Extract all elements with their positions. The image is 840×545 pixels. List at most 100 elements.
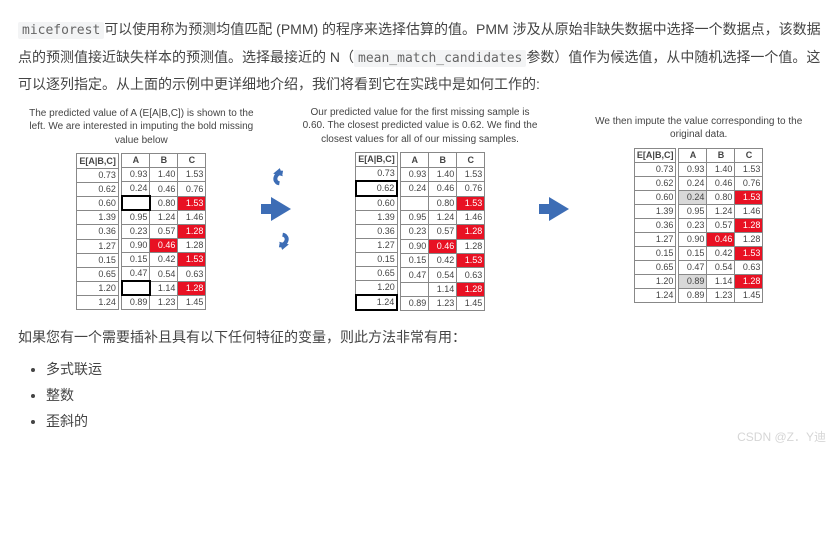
panel-1: The predicted value of A (E[A|B,C]) is s… [18, 107, 265, 311]
cell-b: 0.57 [429, 225, 457, 239]
cell-e: 0.73 [356, 167, 398, 182]
cell-e: 1.20 [634, 274, 676, 288]
cell-e: 0.36 [356, 225, 398, 239]
cell-a: 0.15 [122, 253, 150, 267]
list-item: 整数 [46, 385, 822, 405]
list-item: 多式联运 [46, 359, 822, 379]
cell-e: 0.65 [634, 260, 676, 274]
cell-c: 1.53 [735, 246, 763, 260]
cell-b: 1.14 [429, 282, 457, 296]
cell-e: 0.60 [77, 196, 119, 210]
cell-e: 1.27 [356, 239, 398, 253]
cell-c: 1.28 [457, 239, 485, 253]
cell-a [401, 196, 429, 210]
cell-a: 0.24 [679, 190, 707, 204]
cell-b: 0.57 [150, 225, 178, 239]
th-b: B [429, 153, 457, 167]
cell-c: 1.45 [457, 297, 485, 311]
cell-b: 0.54 [150, 267, 178, 282]
th-a: A [401, 153, 429, 167]
cell-b: 0.46 [707, 176, 735, 190]
th-b: B [707, 148, 735, 162]
th-b: B [150, 154, 178, 168]
cell-c: 0.76 [457, 182, 485, 196]
cell-e: 0.60 [634, 190, 676, 204]
cell-e: 1.24 [77, 296, 119, 310]
cell-b: 0.54 [429, 268, 457, 282]
cell-b: 0.42 [150, 253, 178, 267]
cell-e: 1.20 [77, 282, 119, 296]
cell-b: 0.57 [707, 218, 735, 232]
cell-c: 1.45 [735, 288, 763, 302]
cell-e: 1.24 [356, 295, 398, 310]
cell-c: 0.76 [178, 182, 206, 197]
th-c: C [735, 148, 763, 162]
cell-a: 0.95 [401, 210, 429, 224]
caption-3: We then impute the value corresponding t… [575, 115, 822, 142]
cell-a: 0.89 [679, 288, 707, 302]
cell-a [401, 282, 429, 296]
cell-c: 1.28 [178, 281, 206, 295]
cell-e: 1.27 [77, 239, 119, 253]
cell-a: 0.89 [401, 297, 429, 311]
cell-a: 0.47 [679, 260, 707, 274]
cell-a: 0.89 [122, 295, 150, 310]
cell-a [122, 281, 150, 295]
cell-a: 0.15 [679, 246, 707, 260]
cell-c: 1.53 [178, 168, 206, 182]
cell-a: 0.93 [401, 167, 429, 181]
th-a: A [679, 148, 707, 162]
panel-3: We then impute the value corresponding t… [575, 115, 822, 303]
panel-2: Our predicted value for the first missin… [297, 106, 544, 312]
cell-c: 1.28 [735, 218, 763, 232]
cell-b: 0.46 [707, 232, 735, 246]
cell-c: 1.28 [457, 282, 485, 296]
cell-e: 0.15 [634, 246, 676, 260]
cell-e: 1.20 [356, 281, 398, 296]
cell-b: 1.23 [429, 297, 457, 311]
cell-c: 1.28 [735, 274, 763, 288]
cell-a: 0.93 [122, 168, 150, 182]
caption-2: Our predicted value for the first missin… [297, 106, 544, 147]
cell-b: 0.46 [429, 182, 457, 196]
cell-e: 0.62 [634, 176, 676, 190]
cell-c: 0.76 [735, 176, 763, 190]
cell-a: 0.24 [679, 176, 707, 190]
curve-arrow-icon [270, 167, 291, 188]
cell-b: 1.14 [707, 274, 735, 288]
cell-c: 1.53 [457, 196, 485, 210]
cell-e: 1.39 [356, 211, 398, 225]
cell-e: 1.39 [634, 204, 676, 218]
th-a: A [122, 154, 150, 168]
table-abc: ABC0.931.401.530.240.460.760.801.530.951… [400, 152, 485, 311]
cell-c: 1.46 [735, 204, 763, 218]
table-e: E[A|B,C]0.730.620.601.390.361.270.150.65… [76, 153, 119, 310]
arrow-group-2 [549, 197, 569, 221]
cell-b: 0.42 [707, 246, 735, 260]
arrow-right-icon [549, 197, 569, 221]
cell-e: 1.27 [634, 232, 676, 246]
cell-b: 0.80 [707, 190, 735, 204]
cell-e: 0.73 [77, 168, 119, 182]
cell-e: 0.65 [356, 267, 398, 281]
table-e: E[A|B,C]0.730.620.601.390.361.270.150.65… [634, 148, 677, 303]
code-miceforest: miceforest [18, 22, 104, 39]
list-item: 歪斜的 [46, 411, 822, 431]
cell-a: 0.89 [679, 274, 707, 288]
cell-a: 0.90 [679, 232, 707, 246]
cell-b: 1.23 [707, 288, 735, 302]
cell-a: 0.47 [122, 267, 150, 282]
cell-a: 0.93 [679, 162, 707, 176]
feature-list: 多式联运 整数 歪斜的 [26, 359, 822, 431]
cell-a: 0.15 [401, 253, 429, 267]
cell-c: 1.28 [178, 239, 206, 253]
cell-a: 0.95 [122, 210, 150, 225]
cell-c: 1.53 [735, 162, 763, 176]
intro-paragraph: miceforest可以使用称为预测均值匹配 (PMM) 的程序来选择估算的值。… [18, 16, 822, 98]
pmm-diagram: The predicted value of A (E[A|B,C]) is s… [18, 106, 822, 312]
cell-b: 0.80 [429, 196, 457, 210]
cell-a: 0.24 [401, 182, 429, 196]
cell-c: 0.63 [457, 268, 485, 282]
th-c: C [457, 153, 485, 167]
cell-b: 1.24 [150, 210, 178, 225]
